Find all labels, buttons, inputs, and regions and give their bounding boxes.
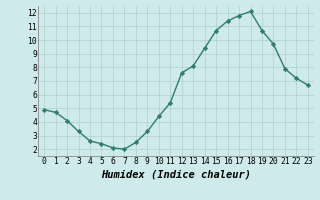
X-axis label: Humidex (Indice chaleur): Humidex (Indice chaleur) <box>101 169 251 179</box>
